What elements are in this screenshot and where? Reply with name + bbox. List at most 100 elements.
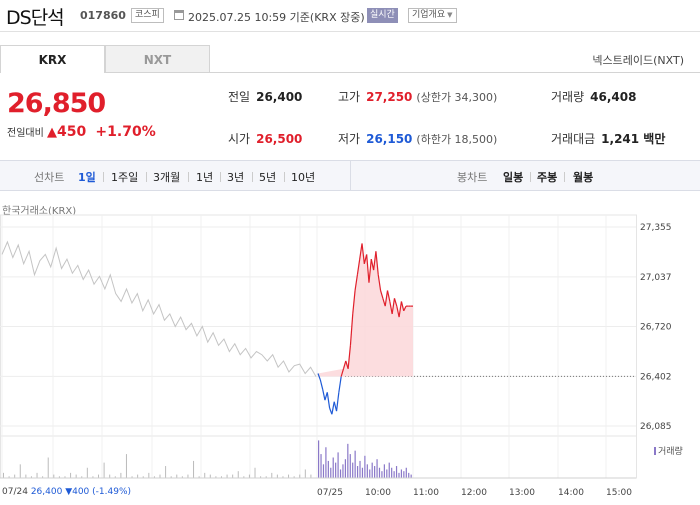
- volume-bar-today: [410, 474, 412, 478]
- realtime-button[interactable]: 실시간: [367, 8, 398, 23]
- candle-daily[interactable]: 일봉: [503, 171, 524, 184]
- stat-high: 고가 27,250 (상한가 34,300): [338, 88, 497, 105]
- candle-weekly[interactable]: 주봉: [537, 171, 558, 184]
- price-segment-down: [331, 401, 335, 415]
- stat-label: 고가: [338, 90, 361, 104]
- volume-bar-prev: [193, 460, 195, 478]
- stat-label: 저가: [338, 132, 361, 146]
- volume-bar-prev: [260, 476, 262, 478]
- volume-bar-prev: [86, 467, 88, 478]
- volume-bar-prev: [237, 471, 239, 478]
- volume-bar-prev: [3, 472, 4, 478]
- y-tick-label: 26,402: [640, 372, 672, 382]
- price-segment-up: [396, 306, 400, 318]
- x-tick-label: 15:00: [606, 488, 632, 498]
- volume-bar-today: [344, 459, 346, 478]
- period-3m[interactable]: 3개월: [153, 171, 181, 184]
- price-segment-up: [347, 345, 352, 369]
- stat-label: 시가: [228, 132, 251, 146]
- volume-bar-today: [376, 459, 378, 478]
- x-tick-label: 07/25: [317, 488, 343, 498]
- price-segment-up: [359, 243, 363, 260]
- volume-swatch: [654, 447, 656, 455]
- volume-bar-prev: [310, 474, 312, 478]
- separator: [220, 172, 221, 182]
- period-1y[interactable]: 1년: [196, 171, 214, 184]
- volume-bar-prev: [187, 474, 189, 478]
- volume-bar-prev: [142, 476, 144, 478]
- current-price: 26,850: [7, 88, 106, 119]
- volume-bar-prev: [170, 476, 172, 478]
- volume-bar-today: [366, 464, 368, 478]
- volume-bar-today: [391, 467, 393, 478]
- chevron-down-icon: ▼: [447, 11, 453, 19]
- volume-bar-prev: [131, 476, 133, 478]
- stat-value: 26,400: [256, 90, 303, 104]
- volume-bar-today: [381, 471, 383, 478]
- timestamp: 2025.07.25 10:59 기준(KRX 장중): [188, 11, 365, 24]
- price-segment-up: [398, 301, 403, 318]
- period-1d[interactable]: 1일: [78, 171, 96, 184]
- volume-bar-today: [398, 472, 400, 478]
- volume-bar-today: [403, 471, 405, 478]
- volume-bar-prev: [243, 476, 245, 478]
- volume-bar-prev: [64, 476, 66, 478]
- x-tick-label: 10:00: [365, 488, 391, 498]
- stat-value: 26,150: [366, 132, 413, 146]
- volume-bar-prev: [36, 472, 38, 478]
- price-segment-up: [386, 290, 391, 302]
- prev-day-pct: (-1.49%): [92, 487, 132, 497]
- up-fill-area: [318, 243, 413, 377]
- volume-bar-today: [335, 462, 337, 478]
- volume-bar-today: [371, 462, 373, 478]
- tab-nxt[interactable]: NXT: [105, 45, 210, 73]
- volume-bar-prev: [220, 476, 222, 478]
- volume-bar-today: [339, 469, 342, 478]
- y-tick-label: 26,720: [640, 323, 672, 333]
- candle-monthly[interactable]: 월봉: [573, 171, 594, 184]
- separator: [146, 172, 147, 182]
- period-3y[interactable]: 3년: [227, 171, 245, 184]
- volume-bar-prev: [53, 474, 55, 478]
- period-divider: [350, 161, 351, 190]
- volume-bar-prev: [30, 476, 32, 478]
- price-segment-up: [356, 259, 361, 275]
- volume-bar-prev: [176, 474, 178, 478]
- volume-bar-prev: [75, 474, 77, 478]
- stat-amount: 거래대금 1,241 백만: [551, 130, 665, 147]
- volume-bar-prev: [232, 474, 234, 478]
- prev-day-price: 26,400: [30, 487, 63, 497]
- period-10y[interactable]: 10년: [291, 171, 316, 184]
- volume-bar-prev: [47, 457, 49, 478]
- price-segment-up: [340, 368, 345, 377]
- volume-bar-today: [364, 455, 366, 478]
- up-arrow-icon: ▲: [47, 125, 57, 140]
- volume-bar-prev: [14, 474, 16, 478]
- period-1w[interactable]: 1주일: [111, 171, 139, 184]
- tab-krx[interactable]: KRX: [0, 45, 105, 73]
- volume-bar-prev: [114, 476, 116, 478]
- change-percent: +1.70%: [95, 124, 156, 140]
- period-5y[interactable]: 5년: [259, 171, 277, 184]
- line-chart-label: 선차트: [34, 171, 65, 184]
- volume-bar-prev: [103, 462, 105, 478]
- volume-bar-prev: [19, 464, 21, 478]
- company-overview-button[interactable]: 기업개요 ▼: [408, 8, 457, 23]
- y-tick-label: 26,085: [640, 422, 672, 432]
- volume-bar-today: [337, 452, 339, 478]
- volume-bar-today: [347, 443, 349, 478]
- stat-sub: (상한가 34,300): [416, 91, 498, 104]
- separator: [103, 172, 104, 182]
- volume-bar-today: [400, 469, 403, 478]
- volume-bar-prev: [42, 476, 44, 478]
- price-change: 전일대비 ▲450 +1.70%: [7, 124, 156, 140]
- stock-code: 017860: [80, 9, 126, 22]
- volume-bar-prev: [109, 474, 111, 478]
- price-segment-up: [368, 259, 372, 283]
- volume-bar-prev: [271, 472, 273, 478]
- volume-bar-prev: [254, 467, 256, 478]
- volume-bar-prev: [198, 476, 200, 478]
- stat-sub: (하한가 18,500): [416, 133, 498, 146]
- x-tick-label: 14:00: [558, 488, 584, 498]
